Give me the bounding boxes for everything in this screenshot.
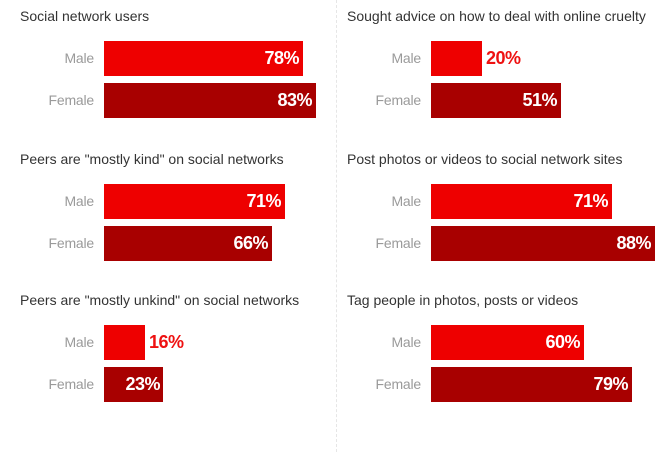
data-label: 79% bbox=[593, 374, 628, 394]
data-label: 88% bbox=[616, 233, 651, 253]
data-label: 60% bbox=[545, 332, 580, 352]
data-label: 71% bbox=[246, 191, 281, 211]
data-label: 20% bbox=[486, 48, 521, 68]
category-label: Female bbox=[375, 376, 422, 392]
category-label: Male bbox=[391, 334, 421, 350]
bar-mark bbox=[431, 184, 612, 219]
bar-mark bbox=[104, 41, 303, 76]
category-label: Female bbox=[48, 92, 95, 108]
data-label: 66% bbox=[233, 233, 268, 253]
bar-mark bbox=[431, 41, 482, 76]
data-label: 83% bbox=[277, 90, 312, 110]
chart-panel: Peers are "mostly unkind" on social netw… bbox=[20, 292, 340, 432]
chart-panel: Tag people in photos, posts or videos Mal… bbox=[347, 292, 666, 432]
category-label: Male bbox=[64, 334, 94, 350]
chart-panel: Post photos or videos to social network … bbox=[347, 151, 666, 291]
chart-panel: Peers are "mostly kind" on social networ… bbox=[20, 151, 340, 291]
bar-mark bbox=[431, 226, 655, 261]
data-label: 23% bbox=[125, 374, 160, 394]
category-label: Female bbox=[375, 235, 422, 251]
chart-panel: Social network users Male 78% Female 83% bbox=[20, 8, 340, 148]
category-label: Male bbox=[64, 50, 94, 66]
category-label: Male bbox=[391, 50, 421, 66]
bar-mark bbox=[104, 83, 316, 118]
column-divider bbox=[336, 0, 337, 452]
bar-mark bbox=[431, 367, 632, 402]
data-label: 71% bbox=[573, 191, 608, 211]
bar-mark bbox=[104, 226, 272, 261]
category-label: Male bbox=[391, 193, 421, 209]
category-label: Female bbox=[48, 235, 95, 251]
data-label: 51% bbox=[522, 90, 557, 110]
bar-mark bbox=[104, 325, 145, 360]
chart-title: Sought advice on how to deal with online… bbox=[347, 8, 646, 24]
bar-mark bbox=[431, 325, 584, 360]
category-label: Male bbox=[64, 193, 94, 209]
chart-panel: Sought advice on how to deal with online… bbox=[347, 8, 666, 148]
category-label: Female bbox=[48, 376, 95, 392]
data-label: 78% bbox=[264, 48, 299, 68]
chart-title: Peers are "mostly kind" on social networ… bbox=[20, 151, 284, 167]
category-label: Female bbox=[375, 92, 422, 108]
chart-title: Post photos or videos to social network … bbox=[347, 151, 623, 167]
chart-title: Tag people in photos, posts or videos bbox=[347, 292, 579, 308]
bar-mark bbox=[104, 367, 163, 402]
bar-mark bbox=[104, 184, 285, 219]
chart-title: Peers are "mostly unkind" on social netw… bbox=[20, 292, 300, 308]
chart-title: Social network users bbox=[20, 8, 150, 24]
bar-mark bbox=[431, 83, 561, 118]
data-label: 16% bbox=[149, 332, 184, 352]
